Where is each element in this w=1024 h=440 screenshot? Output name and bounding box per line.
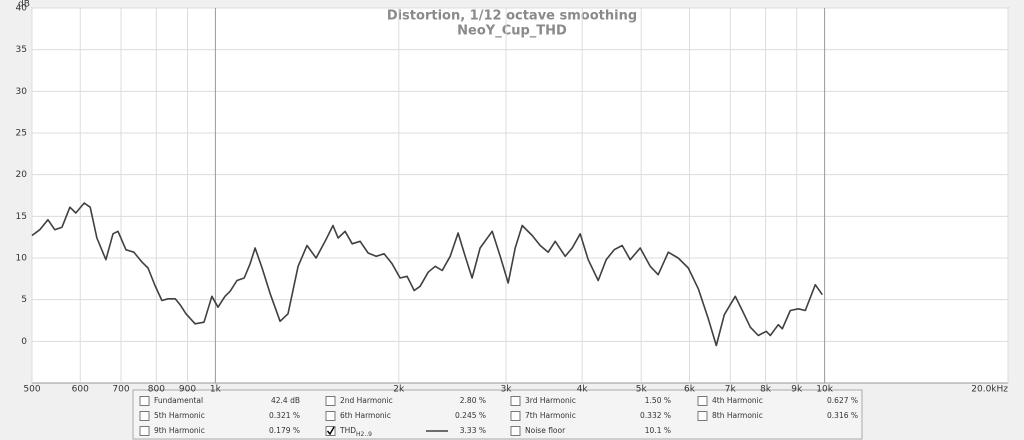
checkbox: [697, 396, 708, 406]
x-tick-label: 20.0kHz: [971, 385, 1008, 395]
x-tick-label: 4k: [577, 385, 589, 395]
checkbox: [325, 411, 336, 421]
x-tick-label: 900: [179, 385, 196, 395]
legend-name: 2nd Harmonic: [340, 396, 393, 405]
legend-value: 0.245 %: [455, 411, 486, 420]
legend-value: 0.179 %: [269, 426, 300, 435]
x-tick-label: 700: [112, 385, 129, 395]
checkbox: [510, 426, 521, 436]
legend-value: 10.1 %: [645, 426, 671, 435]
x-tick-label: 800: [148, 385, 165, 395]
legend-name-text: Noise floor: [525, 426, 566, 435]
line-series: [31, 202, 823, 347]
chart-subtitle: NeoY_Cup_THD: [457, 24, 567, 39]
legend-name-text: 9th Harmonic: [154, 426, 205, 435]
legend-value: 0.627 %: [827, 396, 858, 405]
legend-name: THDH2..9: [339, 426, 372, 438]
legend-box: [132, 389, 863, 440]
x-tick-label: 5k: [636, 385, 648, 395]
x-tick-label: 6k: [684, 385, 696, 395]
y-tick-label: 30: [16, 87, 28, 97]
x-tick-label: 600: [72, 385, 89, 395]
x-tick-label: 9k: [791, 385, 803, 395]
legend-name-sub: H2..9: [356, 431, 372, 438]
legend-name-text: Fundamental: [154, 396, 203, 405]
legend-name: Noise floor: [525, 426, 566, 435]
legend-name: 3rd Harmonic: [525, 396, 576, 405]
checkbox: [139, 411, 150, 421]
x-tick-label: 8k: [760, 385, 772, 395]
y-tick-label: 0: [21, 337, 27, 347]
legend-name-text: 6th Harmonic: [340, 411, 391, 420]
chart-title: Distortion, 1/12 octave smoothing: [387, 9, 637, 24]
y-tick-label: 5: [21, 295, 27, 305]
checkbox: [697, 411, 708, 421]
legend-value: 0.316 %: [827, 411, 858, 420]
legend-name-text: THD: [339, 426, 356, 435]
y-tick-label: 15: [16, 212, 27, 222]
legend-value: 1.50 %: [645, 396, 671, 405]
legend-name: 7th Harmonic: [525, 411, 576, 420]
legend-name-text: 2nd Harmonic: [340, 396, 393, 405]
plot-area: [31, 7, 1009, 384]
legend-name: 8th Harmonic: [712, 411, 763, 420]
legend-name: Fundamental: [154, 396, 203, 405]
x-tick-label: 2k: [393, 385, 405, 395]
checkbox: [325, 396, 336, 406]
x-tick-label: 3k: [501, 385, 513, 395]
checkbox: [139, 426, 150, 436]
y-axis-label: dB: [18, 0, 30, 10]
legend-name-text: 3rd Harmonic: [525, 396, 576, 405]
checkbox: [510, 411, 521, 421]
legend-value: 0.321 %: [269, 411, 300, 420]
checkbox: [510, 396, 521, 406]
x-tick-label: 1k: [210, 385, 222, 395]
y-tick-label: 25: [16, 129, 27, 139]
legend-name: 4th Harmonic: [712, 396, 763, 405]
y-tick-label: 40: [16, 4, 28, 14]
checkmark: [326, 426, 335, 436]
checkbox: [325, 426, 336, 436]
legend-name-text: 8th Harmonic: [712, 411, 763, 420]
legend-name-text: 4th Harmonic: [712, 396, 763, 405]
y-tick-label: 20: [16, 170, 28, 180]
legend-name: 6th Harmonic: [340, 411, 391, 420]
legend-name: 9th Harmonic: [154, 426, 205, 435]
x-tick-label: 10k: [816, 385, 833, 395]
y-tick-label: 35: [16, 45, 27, 55]
y-tick-label: 10: [16, 254, 28, 264]
legend-name: 5th Harmonic: [154, 411, 205, 420]
x-tick-label: 500: [23, 385, 40, 395]
checkbox: [139, 396, 150, 406]
legend-value: 3.33 %: [460, 426, 486, 435]
legend-name-text: 5th Harmonic: [154, 411, 205, 420]
legend-value: 42.4 dB: [271, 396, 300, 405]
x-tick-label: 7k: [725, 385, 737, 395]
legend-value: 2.80 %: [460, 396, 486, 405]
legend-name-text: 7th Harmonic: [525, 411, 576, 420]
legend-value: 0.332 %: [640, 411, 671, 420]
